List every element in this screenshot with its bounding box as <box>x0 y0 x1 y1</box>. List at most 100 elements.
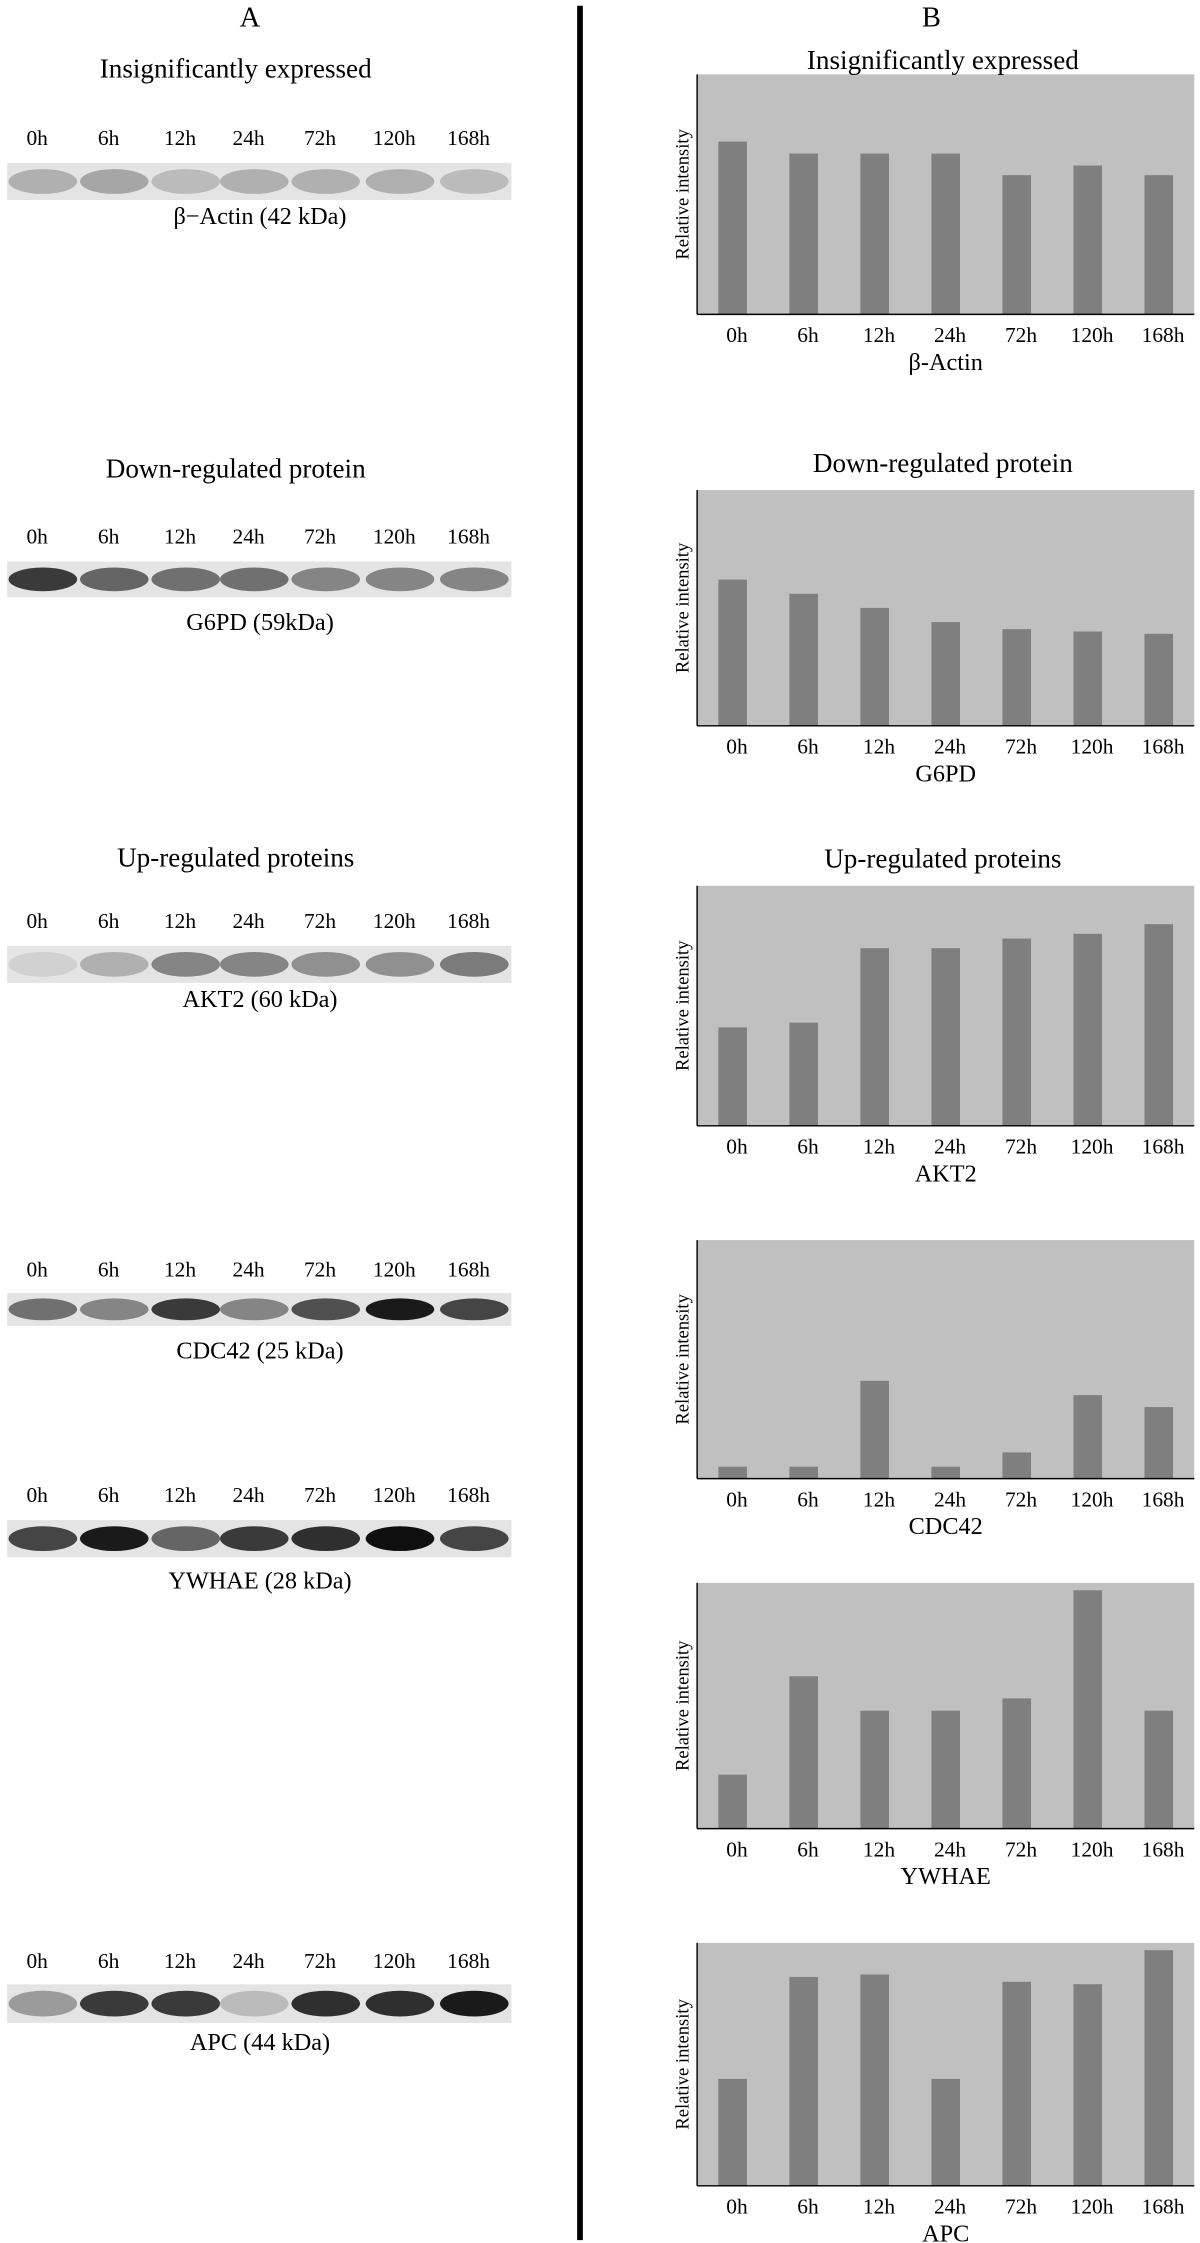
x-tick-label: 72h <box>1005 1135 1037 1159</box>
x-tick-label: 12h <box>863 323 895 347</box>
panel-label: A <box>240 3 261 34</box>
lane-label: 0h <box>26 126 48 150</box>
lane-label: 6h <box>98 1257 120 1281</box>
bar <box>860 607 889 726</box>
lane-label: 120h <box>373 1483 416 1507</box>
lane-label: 120h <box>373 1949 416 1973</box>
bar <box>718 1774 747 1829</box>
blot-band <box>440 1298 509 1321</box>
x-tick-label: 0h <box>726 1837 748 1861</box>
bar <box>789 593 818 726</box>
x-axis-label: APC <box>922 2220 969 2243</box>
x-axis-label: β-Actin <box>909 349 983 376</box>
x-tick-label: 24h <box>934 1135 966 1159</box>
bar <box>1073 1395 1103 1479</box>
lane-label: 24h <box>233 525 265 549</box>
lane-label: 12h <box>164 525 196 549</box>
blot-band <box>8 1990 78 2017</box>
protein-label: G6PD (59kDa) <box>186 609 334 636</box>
lane-label: 72h <box>304 126 336 150</box>
x-tick-label: 168h <box>1142 1837 1185 1861</box>
x-tick-label: 0h <box>726 735 748 759</box>
x-tick-label: 12h <box>863 1837 895 1861</box>
lane-label: 24h <box>233 909 265 933</box>
blot-band <box>8 951 78 977</box>
protein-label: CDC42 (25 kDa) <box>176 1338 343 1365</box>
protein-label: YWHAE (28 kDa) <box>168 1568 351 1595</box>
bar <box>931 2078 960 2186</box>
blot-band <box>291 567 360 592</box>
blot-band <box>220 951 289 977</box>
bar <box>789 1022 818 1126</box>
bar <box>789 153 818 315</box>
bar <box>931 622 960 726</box>
blot-band <box>365 567 435 592</box>
x-tick-label: 72h <box>1005 1487 1037 1511</box>
blot-band <box>80 1526 149 1552</box>
blot-band <box>220 1990 289 2017</box>
x-tick-label: 24h <box>934 1487 966 1511</box>
lane-label: 72h <box>304 1949 336 1973</box>
lane-label: 168h <box>447 126 490 150</box>
blot-band <box>220 1298 289 1321</box>
lane-label: 120h <box>373 909 416 933</box>
x-tick-label: 120h <box>1071 1837 1114 1861</box>
blot-band <box>151 951 220 977</box>
bar <box>931 1466 960 1479</box>
x-tick-label: 12h <box>863 1135 895 1159</box>
y-axis-label: Relative intensity <box>673 1293 694 1424</box>
x-tick-label: 6h <box>797 2195 819 2219</box>
x-tick-label: 120h <box>1071 1487 1114 1511</box>
bar <box>931 153 960 315</box>
y-axis-label: Relative intensity <box>673 1998 694 2129</box>
blot-band <box>220 567 289 592</box>
x-tick-label: 6h <box>797 735 819 759</box>
blot-band <box>151 567 220 592</box>
lane-label: 0h <box>26 1949 48 1973</box>
bar <box>1073 1984 1103 2186</box>
lane-label: 168h <box>447 1257 490 1281</box>
blot-band <box>8 567 78 592</box>
x-tick-label: 6h <box>797 323 819 347</box>
x-tick-label: 168h <box>1142 323 1185 347</box>
bar <box>1002 938 1032 1126</box>
x-tick-label: 24h <box>934 2195 966 2219</box>
lane-label: 120h <box>373 525 416 549</box>
bar <box>1002 1698 1032 1829</box>
bar <box>1144 924 1174 1126</box>
x-tick-label: 12h <box>863 2195 895 2219</box>
blot-band <box>8 169 78 194</box>
bar <box>789 1466 818 1479</box>
protein-label: APC (44 kDa) <box>190 2029 330 2056</box>
lane-label: 12h <box>164 1949 196 1973</box>
x-tick-label: 168h <box>1142 735 1185 759</box>
lane-label: 72h <box>304 1257 336 1281</box>
blot-band <box>291 1526 360 1552</box>
bar <box>1073 631 1103 726</box>
lane-label: 168h <box>447 1483 490 1507</box>
bar <box>1144 175 1174 315</box>
bar <box>1144 1407 1174 1479</box>
x-tick-label: 24h <box>934 323 966 347</box>
x-tick-label: 0h <box>726 323 748 347</box>
x-tick-label: 0h <box>726 2195 748 2219</box>
bar <box>789 1676 818 1829</box>
lane-label: 12h <box>164 126 196 150</box>
x-axis-label: YWHAE <box>901 1863 991 1890</box>
protein-label: AKT2 (60 kDa) <box>183 986 338 1013</box>
lane-label: 24h <box>233 126 265 150</box>
lane-label: 168h <box>447 909 490 933</box>
bar <box>1002 1452 1032 1479</box>
bar <box>1002 1981 1032 2186</box>
blot-band <box>291 169 360 194</box>
blot-title: Insignificantly expressed <box>100 54 372 84</box>
blot-band <box>440 567 509 592</box>
x-tick-label: 0h <box>726 1135 748 1159</box>
bar <box>718 141 747 315</box>
blot-title: Up-regulated proteins <box>117 842 354 872</box>
x-axis-label: G6PD <box>915 760 976 787</box>
lane-label: 0h <box>26 1483 48 1507</box>
x-axis-label: CDC42 <box>909 1513 983 1540</box>
